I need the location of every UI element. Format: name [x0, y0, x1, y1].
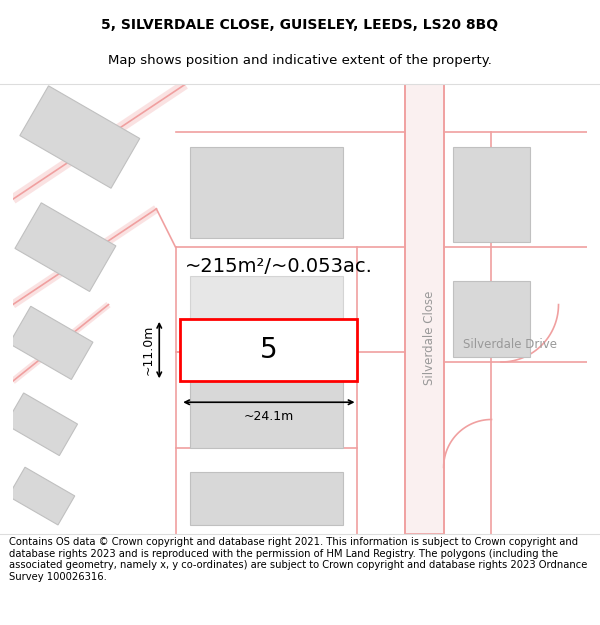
Bar — [406, 84, 443, 534]
Text: Contains OS data © Crown copyright and database right 2021. This information is : Contains OS data © Crown copyright and d… — [9, 537, 587, 582]
Bar — [453, 281, 530, 357]
Polygon shape — [8, 468, 75, 525]
Bar — [190, 376, 343, 448]
Bar — [190, 276, 343, 343]
Text: ~215m²/~0.053ac.: ~215m²/~0.053ac. — [185, 257, 373, 276]
Bar — [190, 472, 343, 525]
Polygon shape — [20, 86, 140, 188]
Text: 5: 5 — [260, 336, 278, 364]
Text: Silverdale Close: Silverdale Close — [423, 291, 436, 385]
Text: ~11.0m: ~11.0m — [142, 325, 154, 375]
Bar — [453, 147, 530, 242]
Polygon shape — [5, 393, 77, 456]
Text: Silverdale Drive: Silverdale Drive — [463, 338, 557, 351]
Text: ~24.1m: ~24.1m — [244, 410, 294, 423]
Polygon shape — [15, 202, 116, 291]
Text: 5, SILVERDALE CLOSE, GUISELEY, LEEDS, LS20 8BQ: 5, SILVERDALE CLOSE, GUISELEY, LEEDS, LS… — [101, 18, 499, 32]
Bar — [190, 147, 343, 238]
Polygon shape — [9, 306, 93, 379]
Text: Map shows position and indicative extent of the property.: Map shows position and indicative extent… — [108, 54, 492, 68]
Bar — [181, 319, 358, 381]
